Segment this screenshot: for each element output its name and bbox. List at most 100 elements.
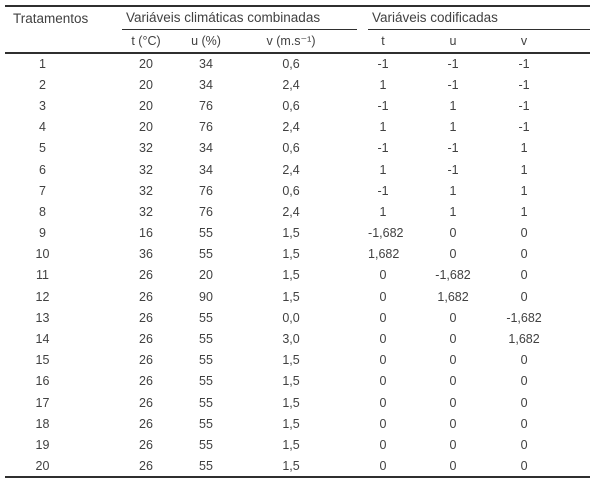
treatments-column-header: Tratamentos [5, 5, 122, 29]
cell-row17-col2: 26 [139, 395, 153, 410]
subheader-humidity-percent: u (%) [180, 29, 250, 54]
cell-row2-col5: 1 [379, 77, 387, 92]
table-row: 10 36 55 1,5 1,682 0 0 [5, 244, 590, 265]
cell-row18-col1: 18 [35, 416, 50, 431]
cell-row2-col7: -1 [518, 77, 530, 92]
cell-row12-col2: 26 [139, 289, 153, 304]
column-gap [357, 244, 368, 265]
cell-row20-col4: 1,5 [250, 455, 358, 478]
cell-row15-col1: 15 [35, 353, 50, 368]
cell-row15-col5: 0 [379, 353, 387, 368]
cell-row10-col7: 0 [520, 247, 528, 262]
table-row: 6 32 34 2,4 1 -1 1 [5, 159, 590, 180]
cell-row13-col3: 55 [199, 310, 213, 325]
column-gap [357, 53, 368, 74]
cell-row11-col5: 0 [379, 268, 387, 283]
cell-row4-col1: 4 [39, 120, 46, 135]
cell-row20-col5: 0 [368, 455, 421, 478]
column-gap [357, 328, 368, 349]
cell-row1-col2: 20 [139, 57, 153, 72]
group-header-row: Tratamentos Variáveis climáticas combina… [5, 5, 591, 30]
cell-row17-col4: 1,5 [282, 395, 300, 410]
column-gap [357, 159, 368, 180]
subheader-velocity-ms: v (m.s⁻¹) [250, 29, 358, 54]
cell-row9-col1: 9 [39, 226, 46, 241]
table-row: 2 20 34 2,4 1 -1 -1 [5, 74, 590, 95]
cell-row1-col7: -1 [518, 57, 530, 72]
cell-row19-col7: 0 [520, 437, 528, 452]
group-gap [357, 5, 369, 29]
cell-row3-col1: 3 [39, 98, 46, 113]
cell-row19-col6: 0 [449, 437, 457, 452]
column-gap [357, 180, 368, 201]
table-row: 12 26 90 1,5 0 1,682 0 [5, 286, 590, 307]
cell-row8-col5: 1 [379, 204, 387, 219]
cell-row19-col5: 0 [379, 437, 387, 452]
cell-row10-col1: 10 [35, 247, 50, 262]
cell-row13-col7: -1,682 [506, 310, 542, 325]
cell-row4-col2: 20 [139, 120, 153, 135]
cell-row14-col7: 1,682 [508, 332, 540, 347]
column-gap [357, 95, 368, 116]
cell-row18-col2: 26 [139, 416, 153, 431]
cell-row5-col7: 1 [520, 141, 528, 156]
column-gap [357, 265, 368, 286]
cell-row7-col3: 76 [199, 183, 213, 198]
cell-row16-col4: 1,5 [282, 374, 300, 389]
group-header-climatic-variables: Variáveis climáticas combinadas [122, 5, 358, 30]
column-gap [357, 455, 369, 478]
cell-row15-col4: 1,5 [282, 353, 300, 368]
cell-row3-col6: 1 [449, 98, 457, 113]
cell-row4-col7: -1 [518, 120, 530, 135]
cell-row13-col4: 0,0 [282, 310, 300, 325]
cell-row9-col4: 1,5 [282, 226, 300, 241]
cell-row3-col4: 0,6 [282, 98, 300, 113]
cell-row12-col1: 12 [35, 289, 50, 304]
table-row: 11 26 20 1,5 0 -1,682 0 [5, 265, 590, 286]
cell-row20-col2: 26 [122, 455, 180, 478]
cell-row2-col2: 20 [139, 77, 153, 92]
cell-row6-col1: 6 [39, 162, 46, 177]
cell-row1-col1: 1 [39, 57, 46, 72]
cell-row17-col1: 17 [35, 395, 50, 410]
subheader-t-coded: t [368, 29, 421, 54]
cell-row10-col2: 36 [139, 247, 153, 262]
cell-row7-col5: -1 [377, 183, 389, 198]
cell-row18-col5: 0 [379, 416, 387, 431]
column-gap [357, 392, 368, 413]
cell-row20-col6: 0 [420, 455, 491, 478]
cell-row17-col3: 55 [199, 395, 213, 410]
column-gap [357, 201, 368, 222]
cell-row16-col1: 16 [35, 374, 50, 389]
cell-row11-col4: 1,5 [282, 268, 300, 283]
cell-row12-col3: 90 [199, 289, 213, 304]
cell-row3-col7: -1 [518, 98, 530, 113]
table-row: 9 16 55 1,5 -1,682 0 0 [5, 223, 590, 244]
cell-row5-col6: -1 [447, 141, 459, 156]
cell-row15-col6: 0 [449, 353, 457, 368]
column-gap [357, 29, 369, 54]
column-gap [357, 434, 368, 455]
cell-row1-col4: 0,6 [282, 57, 300, 72]
cell-row10-col5: 1,682 [368, 247, 400, 262]
cell-row1-col3: 34 [199, 57, 213, 72]
cell-row17-col7: 0 [520, 395, 528, 410]
cell-row13-col5: 0 [379, 310, 387, 325]
cell-row13-col2: 26 [139, 310, 153, 325]
table-row: 4 20 76 2,4 1 1 -1 [5, 117, 590, 138]
cell-row20-col3: 55 [180, 455, 250, 478]
subheader-u-coded: u [420, 29, 491, 54]
cell-row11-col1: 11 [36, 268, 49, 283]
cell-row6-col6: -1 [447, 162, 459, 177]
column-gap [357, 286, 368, 307]
cell-row11-col7: 0 [520, 268, 528, 283]
column-gap [357, 117, 368, 138]
table-row: 15 26 55 1,5 0 0 0 [5, 350, 590, 371]
table-row: 7 32 76 0,6 -1 1 1 [5, 180, 590, 201]
treatments-design-table: Tratamentos Variáveis climáticas combina… [5, 5, 591, 478]
cell-row14-col3: 55 [199, 332, 213, 347]
column-gap [357, 371, 368, 392]
table-row: 3 20 76 0,6 -1 1 -1 [5, 95, 590, 116]
cell-row7-col7: 1 [520, 183, 528, 198]
